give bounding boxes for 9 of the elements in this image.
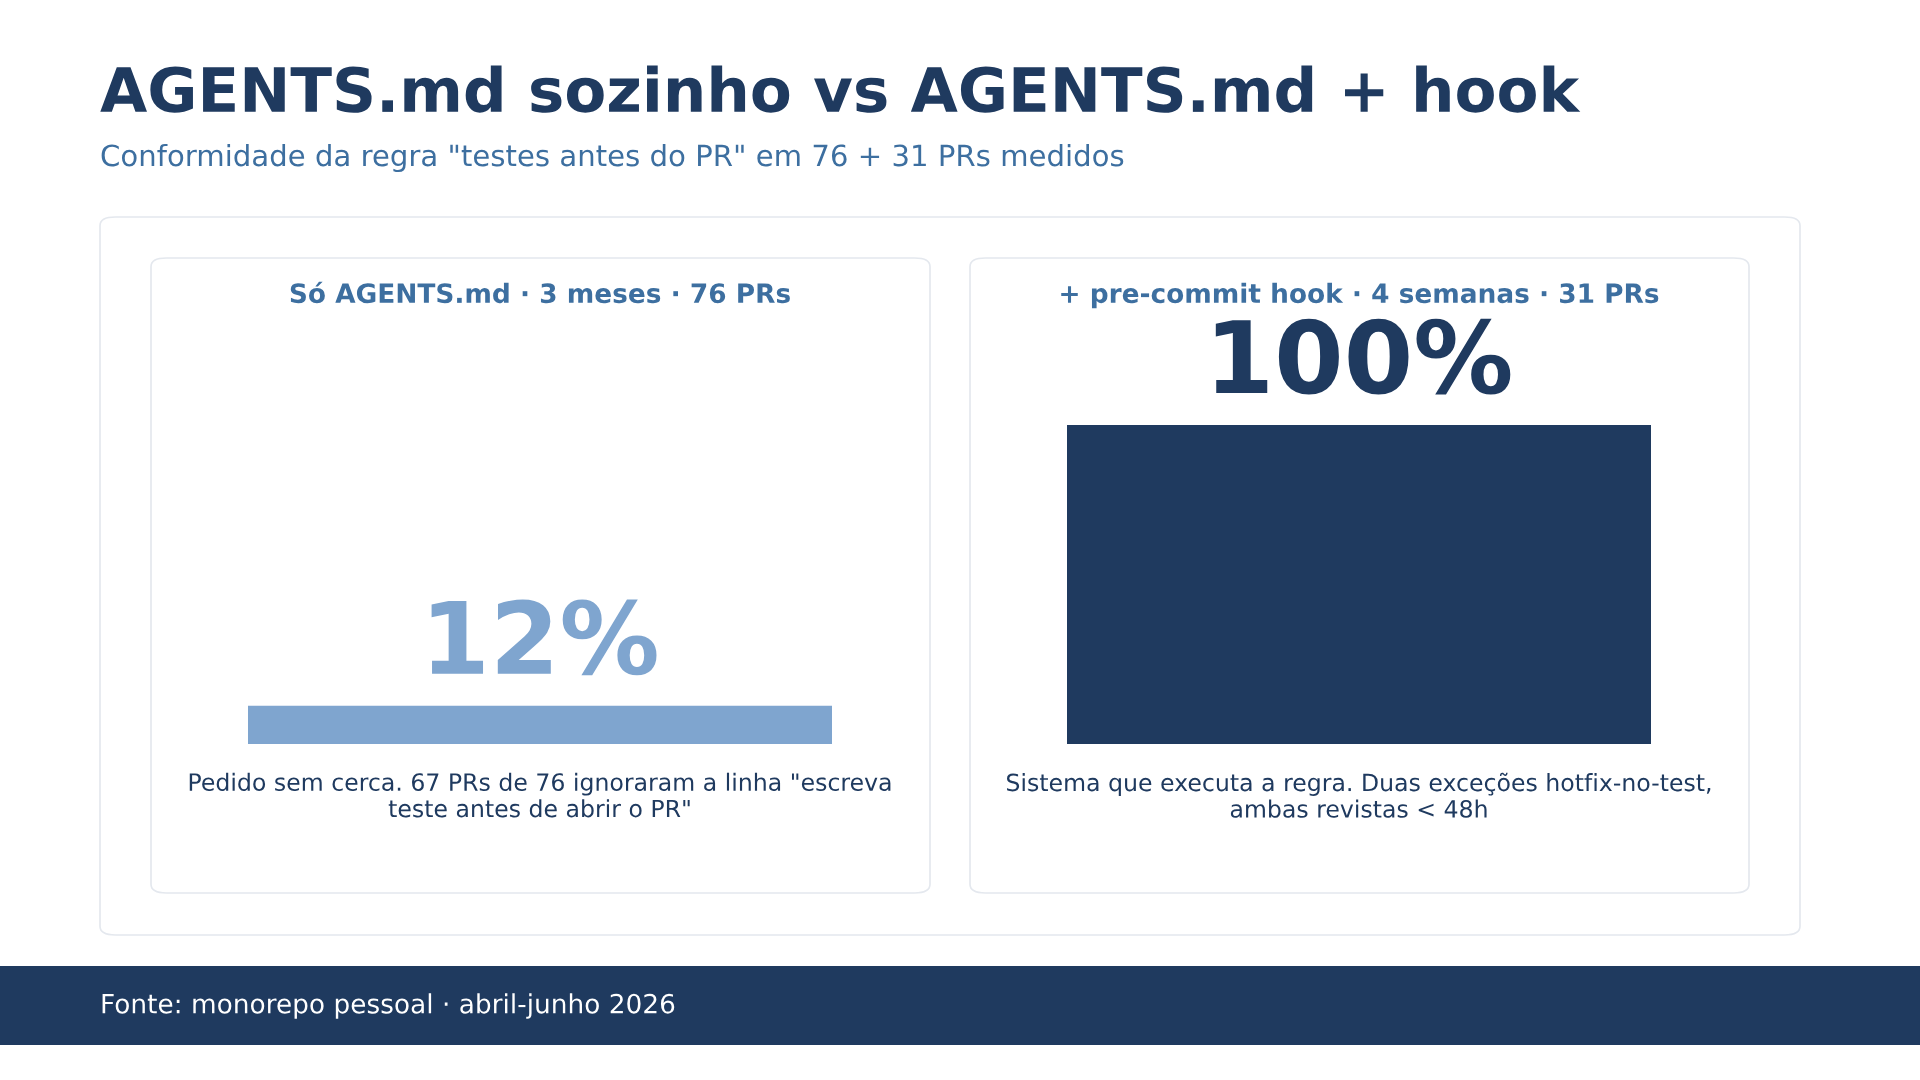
data-label: 12% [431, 599, 657, 676]
text: Pedido sem cerca. 67 PRs de 76 ignoraram a linha "escreva teste antes de abrir o PR" [189, 772, 891, 818]
x-tick-label: Só AGENTS.md · 3 meses · 76 PRs [290, 281, 790, 304]
data-label: 100% [1215, 318, 1511, 395]
x-tick-label: + pre-commit hook · 4 semanas · 31 PRs [1061, 282, 1659, 309]
chart-title: AGENTS.md sozinho vs AGENTS.md + hook [100, 65, 1581, 113]
text: Sistema que executa a regra. Duas exceções hotfix-no-test, ambas revistas < 48h [1007, 772, 1711, 818]
chart-subtitle: Conformidade da regra "testes antes do PR" em 76 + 31 PRs medidos [101, 143, 1124, 173]
source-note: Fonte: monorepo pessoal · abril-junho 2026 [102, 993, 675, 1019]
